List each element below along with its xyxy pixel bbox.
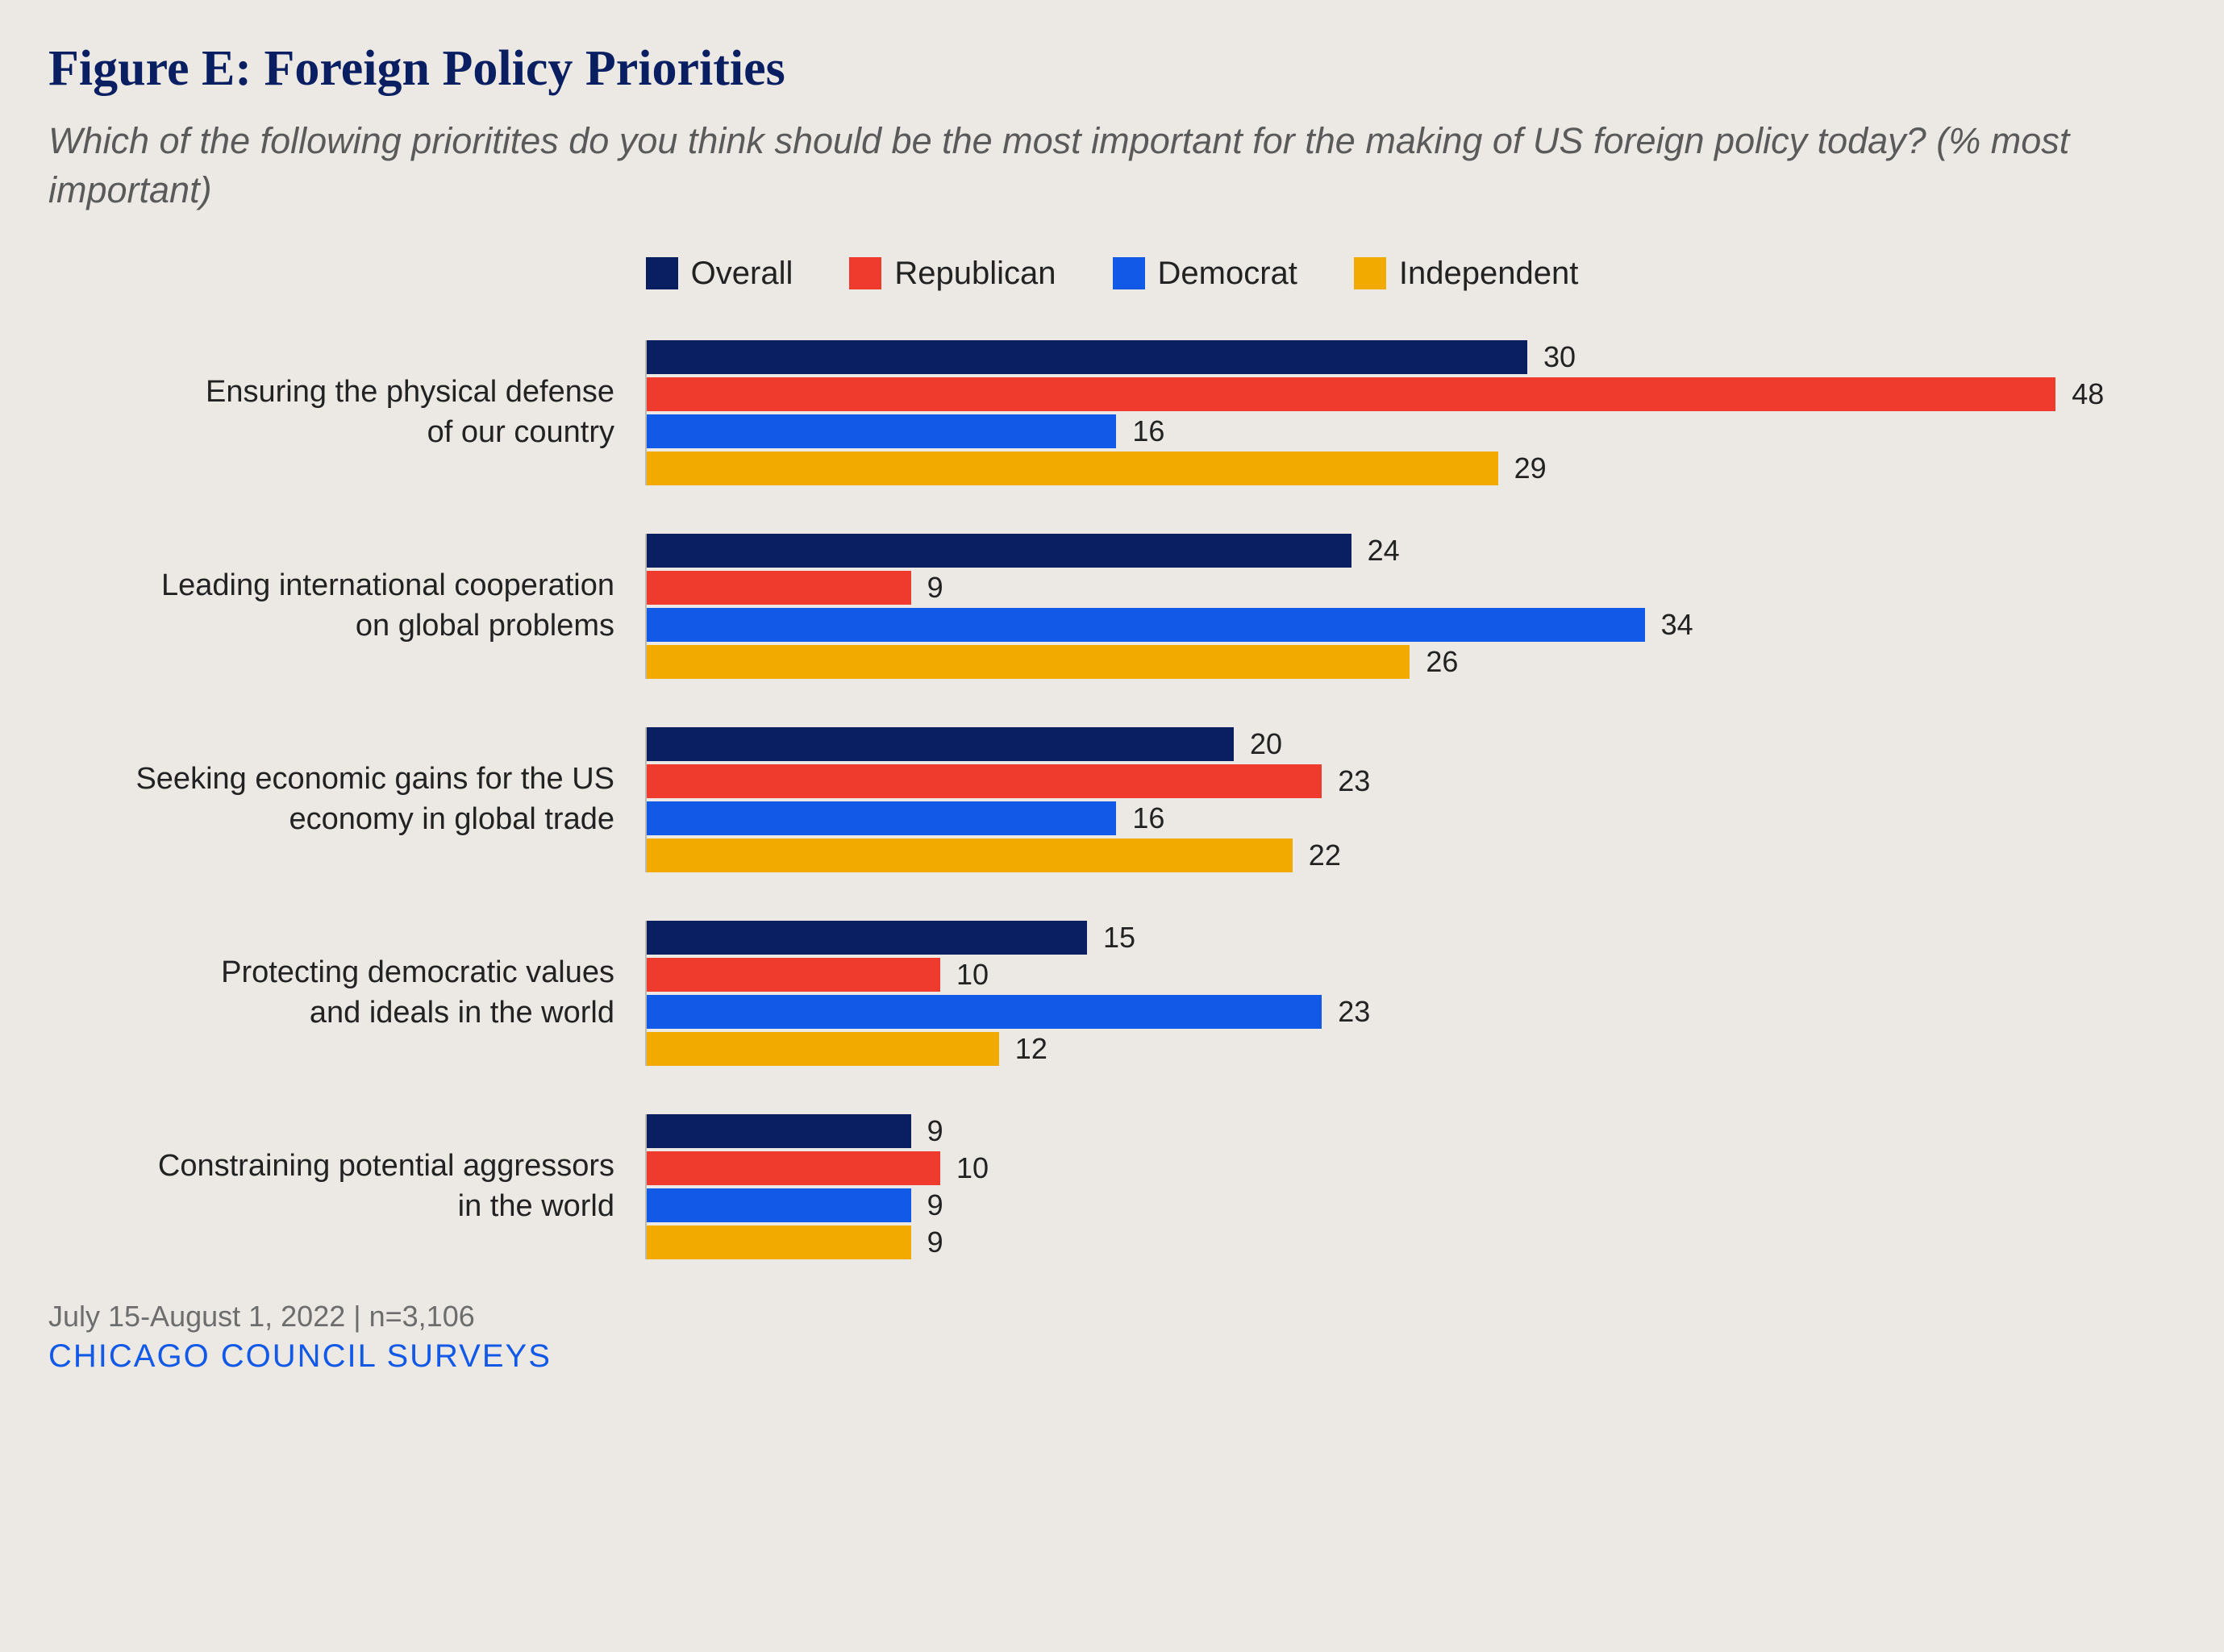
bar: [647, 534, 1351, 568]
bar-value: 16: [1132, 417, 1164, 446]
bar-value: 9: [927, 1191, 943, 1220]
footer-date: July 15-August 1, 2022 | n=3,106: [48, 1300, 2176, 1334]
bar-row: 20: [647, 727, 2176, 761]
bar: [647, 377, 2055, 411]
bar: [647, 1032, 999, 1066]
bar: [647, 958, 940, 992]
plot-area: Ensuring the physical defenseof our coun…: [48, 324, 2176, 1259]
bar-value: 16: [1132, 804, 1164, 833]
bar: [647, 764, 1322, 798]
bar-row: 10: [647, 1151, 2176, 1185]
bar: [647, 414, 1116, 448]
chart-canvas: Figure E: Foreign Policy Priorities Whic…: [0, 0, 2224, 1652]
bar-row: 10: [647, 958, 2176, 992]
legend-label: Overall: [691, 256, 793, 292]
bar-value: 20: [1250, 730, 1282, 759]
bar-value: 10: [956, 1154, 989, 1183]
bar-row: 48: [647, 377, 2176, 411]
bar: [647, 801, 1116, 835]
bar-row: 34: [647, 608, 2176, 642]
bar-row: 9: [647, 1114, 2176, 1148]
category-group: Leading international cooperationon glob…: [48, 534, 2176, 679]
bar-row: 16: [647, 801, 2176, 835]
bar: [647, 645, 1410, 679]
bar-value: 10: [956, 960, 989, 989]
bar-value: 23: [1338, 767, 1370, 796]
bars-column: 9 10 9 9: [645, 1114, 2176, 1259]
category-label: Constraining potential aggressorsin the …: [48, 1146, 645, 1226]
bar-value: 29: [1514, 454, 1547, 483]
bar-row: 9: [647, 571, 2176, 605]
legend: Overall Republican Democrat Independent: [48, 256, 2176, 292]
bar: [647, 571, 911, 605]
bar-row: 24: [647, 534, 2176, 568]
category-label: Seeking economic gains for the USeconomy…: [48, 759, 645, 839]
category-group: Ensuring the physical defenseof our coun…: [48, 340, 2176, 485]
bar-row: 22: [647, 838, 2176, 872]
category-label: Protecting democratic valuesand ideals i…: [48, 953, 645, 1033]
bar-value: 9: [927, 573, 943, 602]
bar-value: 15: [1103, 923, 1135, 952]
bars-column: 24 9 34 26: [645, 534, 2176, 679]
legend-swatch: [849, 257, 881, 289]
category-label: Leading international cooperationon glob…: [48, 566, 645, 646]
bar-row: 15: [647, 921, 2176, 955]
bar-value: 26: [1426, 647, 1458, 676]
bar-value: 48: [2072, 380, 2104, 409]
bar-row: 23: [647, 995, 2176, 1029]
chart-title: Figure E: Foreign Policy Priorities: [48, 40, 2176, 98]
bar: [647, 1151, 940, 1185]
bar-value: 30: [1543, 343, 1576, 372]
legend-label: Republican: [894, 256, 1056, 292]
bar-row: 9: [647, 1188, 2176, 1222]
bar-row: 30: [647, 340, 2176, 374]
category-group: Constraining potential aggressorsin the …: [48, 1114, 2176, 1259]
bars-column: 30 48 16 29: [645, 340, 2176, 485]
bar: [647, 727, 1234, 761]
bar: [647, 1188, 911, 1222]
legend-swatch: [1354, 257, 1386, 289]
bar: [647, 1225, 911, 1259]
brand-label: CHICAGO COUNCIL SURVEYS: [48, 1338, 2176, 1375]
legend-item: Independent: [1354, 256, 1578, 292]
bar: [647, 340, 1527, 374]
bar-row: 9: [647, 1225, 2176, 1259]
bar-value: 12: [1015, 1034, 1047, 1063]
legend-swatch: [646, 257, 678, 289]
bars-column: 20 23 16 22: [645, 727, 2176, 872]
bar: [647, 1114, 911, 1148]
legend-label: Independent: [1399, 256, 1578, 292]
legend-label: Democrat: [1158, 256, 1297, 292]
bar-value: 22: [1309, 841, 1341, 870]
bar-value: 9: [927, 1117, 943, 1146]
bar-row: 12: [647, 1032, 2176, 1066]
category-group: Seeking economic gains for the USeconomy…: [48, 727, 2176, 872]
bar-value: 23: [1338, 997, 1370, 1026]
bar-value: 34: [1661, 610, 1693, 639]
chart-subtitle: Which of the following prioritites do yo…: [48, 117, 2176, 215]
bar: [647, 608, 1645, 642]
bars-column: 15 10 23 12: [645, 921, 2176, 1066]
category-group: Protecting democratic valuesand ideals i…: [48, 921, 2176, 1066]
bar: [647, 838, 1293, 872]
legend-swatch: [1113, 257, 1145, 289]
bar-row: 23: [647, 764, 2176, 798]
bar: [647, 995, 1322, 1029]
legend-item: Republican: [849, 256, 1056, 292]
bar: [647, 451, 1498, 485]
bar-value: 9: [927, 1228, 943, 1257]
bar: [647, 921, 1087, 955]
category-label: Ensuring the physical defenseof our coun…: [48, 372, 645, 452]
bar-row: 29: [647, 451, 2176, 485]
bar-row: 16: [647, 414, 2176, 448]
legend-item: Democrat: [1113, 256, 1297, 292]
bar-value: 24: [1368, 536, 1400, 565]
legend-item: Overall: [646, 256, 793, 292]
bar-row: 26: [647, 645, 2176, 679]
